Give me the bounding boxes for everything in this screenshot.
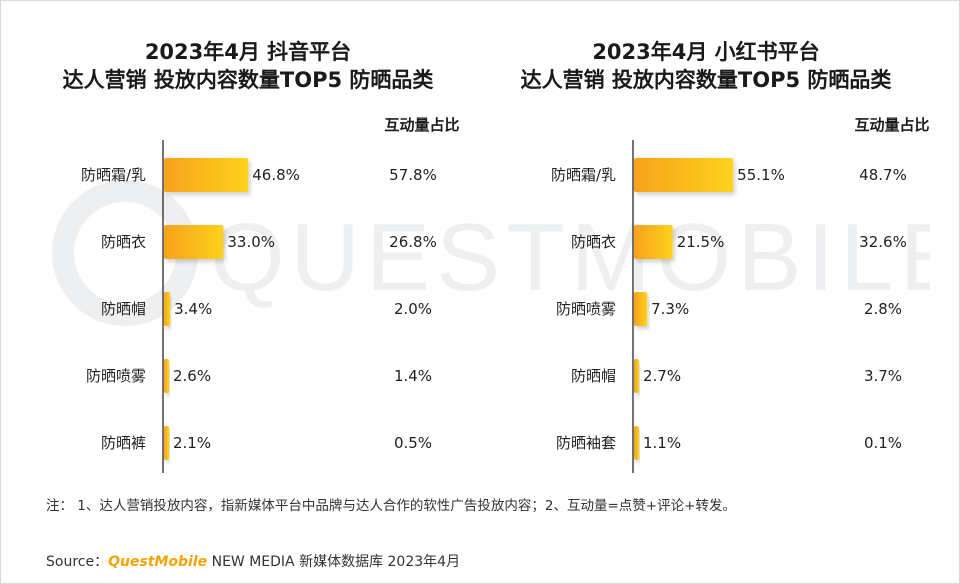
right-title-line1: 2023年4月 小红书平台	[592, 40, 820, 64]
douyin-bar	[164, 225, 224, 259]
left-title-line2: 达人营销 投放内容数量TOP5 防晒品类	[62, 68, 434, 92]
right-title-line2: 达人营销 投放内容数量TOP5 防晒品类	[520, 68, 892, 92]
xiaohongshu-share-label: 2.8%	[864, 300, 902, 318]
xiaohongshu-share-label: 0.1%	[864, 434, 902, 452]
xiaohongshu-category-label: 防晒喷雾	[556, 300, 616, 318]
xiaohongshu-value-label: 1.1%	[643, 434, 681, 452]
douyin-share-label: 1.4%	[394, 367, 432, 385]
douyin-share-label: 57.8%	[389, 166, 437, 184]
douyin-share-label: 2.0%	[394, 300, 432, 318]
xiaohongshu-share-label: 32.6%	[859, 233, 907, 251]
douyin-value-label: 2.1%	[173, 434, 211, 452]
xiaohongshu-value-label: 2.7%	[643, 367, 681, 385]
douyin-value-label: 3.4%	[174, 300, 212, 318]
douyin-bar	[164, 426, 169, 460]
xiaohongshu-category-label: 防晒帽	[571, 367, 616, 385]
douyin-category-label: 防晒喷雾	[86, 367, 146, 385]
douyin-share-label: 0.5%	[394, 434, 432, 452]
source-brand: QuestMobile	[108, 554, 208, 570]
xiaohongshu-bar	[634, 359, 639, 393]
douyin-category-label: 防晒裤	[101, 434, 146, 452]
douyin-bar	[164, 158, 249, 192]
xiaohongshu-bar	[634, 225, 673, 259]
douyin-value-label: 33.0%	[227, 233, 275, 251]
douyin-value-label: 2.6%	[173, 367, 211, 385]
left-chart-title: 2023年4月 抖音平台 达人营销 投放内容数量TOP5 防晒品类	[28, 38, 468, 94]
douyin-bar	[164, 292, 171, 326]
xiaohongshu-bar	[634, 158, 734, 192]
left-title-line1: 2023年4月 抖音平台	[144, 40, 352, 64]
xiaohongshu-share-label: 3.7%	[864, 367, 902, 385]
source-rest: NEW MEDIA 新媒体数据库 2023年4月	[207, 554, 461, 570]
douyin-value-label: 46.8%	[252, 166, 300, 184]
douyin-category-label: 防晒帽	[101, 300, 146, 318]
xiaohongshu-share-header: 互动量占比	[854, 116, 929, 134]
douyin-share-label: 26.8%	[389, 233, 437, 251]
xiaohongshu-value-label: 7.3%	[651, 300, 689, 318]
douyin-category-label: 防晒霜/乳	[81, 166, 146, 184]
source-line: Source：QuestMobile NEW MEDIA 新媒体数据库 2023…	[46, 551, 460, 571]
douyin-share-header: 互动量占比	[384, 116, 459, 134]
footnote: 注： 1、达人营销投放内容，指新媒体平台中品牌与达人合作的软性广告投放内容；2、…	[46, 498, 736, 514]
xiaohongshu-share-label: 48.7%	[859, 166, 907, 184]
xiaohongshu-bar	[634, 292, 648, 326]
xiaohongshu-bar	[634, 426, 639, 460]
xiaohongshu-category-label: 防晒袖套	[556, 434, 616, 452]
xiaohongshu-category-label: 防晒衣	[571, 233, 616, 251]
xiaohongshu-category-label: 防晒霜/乳	[551, 166, 616, 184]
douyin-bar	[164, 359, 169, 393]
xiaohongshu-value-label: 55.1%	[737, 166, 785, 184]
source-label: Source：	[46, 554, 109, 570]
right-chart-title: 2023年4月 小红书平台 达人营销 投放内容数量TOP5 防晒品类	[486, 38, 926, 94]
xiaohongshu-value-label: 21.5%	[677, 233, 725, 251]
douyin-category-label: 防晒衣	[101, 233, 146, 251]
